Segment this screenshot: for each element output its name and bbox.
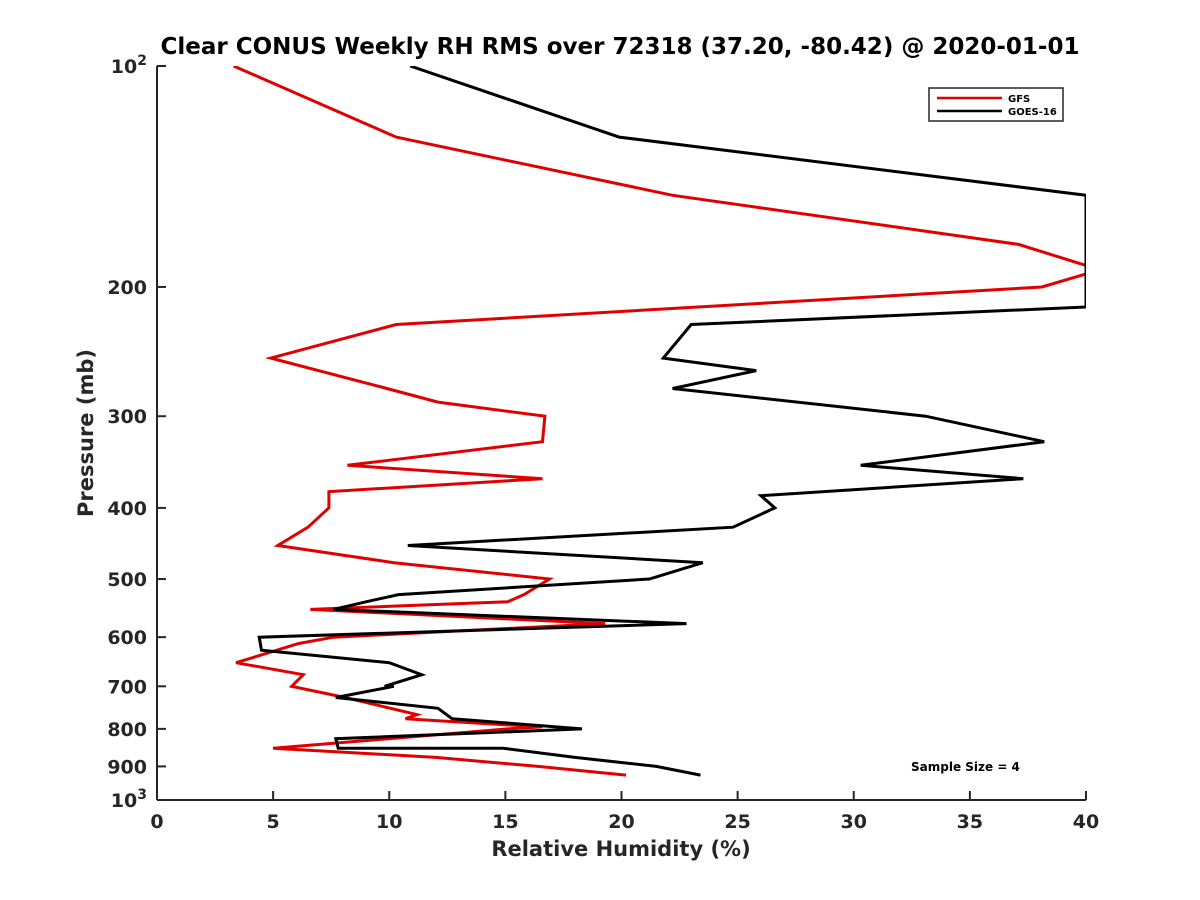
y-tick-label: 102 [111, 53, 147, 78]
sample-size-annotation: Sample Size = 4 [911, 760, 1020, 774]
y-tick-label: 200 [107, 277, 147, 299]
legend-box [928, 87, 1064, 122]
x-tick-label: 30 [841, 811, 867, 833]
series-layer [232, 66, 1086, 777]
y-tick-label: 103 [111, 787, 147, 812]
legend: GFS GOES-16 [928, 87, 1064, 122]
axes [156, 66, 1086, 801]
y-tick-label: 700 [107, 676, 147, 698]
legend-label-goes16: GOES-16 [1008, 107, 1057, 118]
x-tick-label: 40 [1073, 811, 1099, 833]
x-tick-label: 5 [267, 811, 280, 833]
legend-label-gfs: GFS [1008, 94, 1030, 105]
x-tick-label: 20 [608, 811, 634, 833]
y-ticks: 102 200 300 400 500 600 700 800 900 103 [107, 53, 166, 812]
y-tick-label: 900 [107, 756, 147, 778]
y-axis-label: Pressure (mb) [74, 349, 98, 517]
y-tick-label: 800 [107, 719, 147, 741]
x-tick-label: 0 [150, 811, 163, 833]
x-tick-label: 15 [492, 811, 518, 833]
x-tick-label: 10 [376, 811, 402, 833]
series-line-goes16 [257, 66, 1086, 777]
x-axis-label: Relative Humidity (%) [491, 837, 750, 861]
y-tick-label: 500 [107, 569, 147, 591]
y-tick-label: 400 [107, 498, 147, 520]
x-tick-label: 35 [957, 811, 983, 833]
chart-title: Clear CONUS Weekly RH RMS over 72318 (37… [161, 34, 1080, 60]
x-ticks: 0 5 10 15 20 25 30 35 40 [150, 791, 1099, 833]
x-tick-label: 25 [724, 811, 750, 833]
series-line-gfs [232, 66, 1086, 777]
y-tick-label: 600 [107, 627, 147, 649]
y-tick-label: 300 [107, 406, 147, 428]
